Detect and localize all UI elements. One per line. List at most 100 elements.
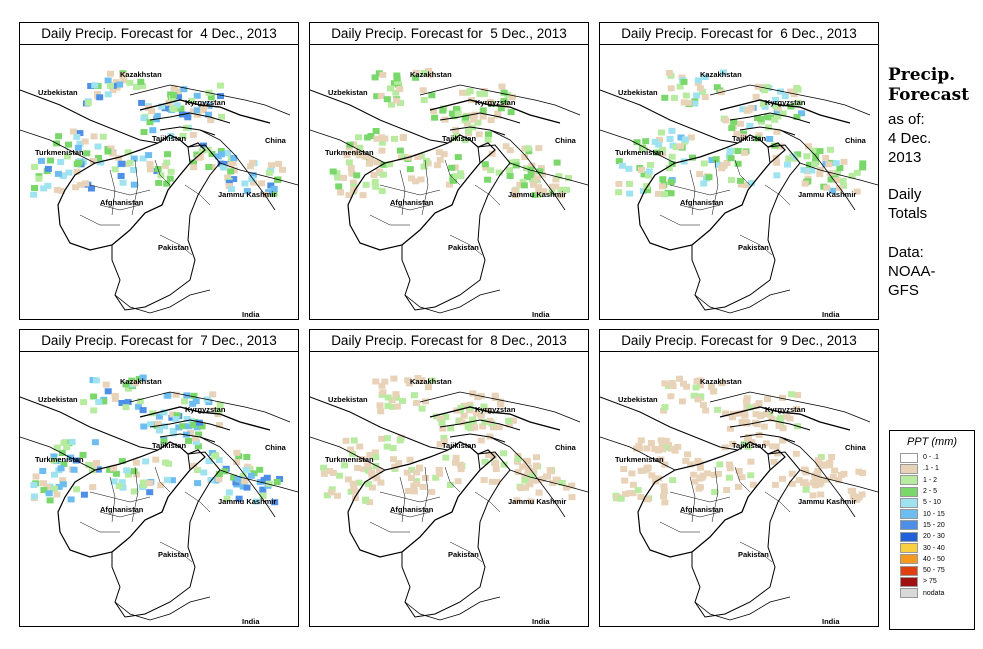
precip-cell xyxy=(755,132,763,139)
precip-cell xyxy=(469,390,477,397)
precip-cell xyxy=(110,478,118,485)
map-label-tajikistan: Tajikistan xyxy=(732,441,766,450)
precip-cell xyxy=(653,149,661,156)
precip-cell xyxy=(836,165,844,171)
precip-cell xyxy=(705,174,713,181)
precip-cell xyxy=(488,478,496,485)
precip-cell xyxy=(217,82,224,89)
precip-cell xyxy=(701,74,709,80)
precip-cell xyxy=(389,445,397,452)
precip-cell xyxy=(657,437,665,444)
precip-cell xyxy=(660,407,668,414)
precip-cell xyxy=(552,176,560,183)
precip-cell xyxy=(529,176,536,183)
precip-cell xyxy=(156,427,163,434)
precip-cell xyxy=(440,438,448,445)
precip-cell xyxy=(243,484,251,491)
map-label-tajikistan: Tajikistan xyxy=(152,441,186,450)
precip-cell xyxy=(158,103,166,110)
map-label-turkmenistan: Turkmenistan xyxy=(615,455,664,464)
precip-cell xyxy=(371,178,379,185)
precip-cell xyxy=(532,462,540,469)
precip-cell xyxy=(179,132,187,139)
precip-cell xyxy=(193,107,201,114)
precip-cell xyxy=(235,453,243,460)
precip-cell xyxy=(230,167,238,174)
precip-cell xyxy=(130,488,138,495)
precip-cell xyxy=(368,484,376,491)
precip-cell xyxy=(629,481,637,488)
precip-cell xyxy=(633,139,641,146)
map-label-jammu-kashmir: Jammu Kashmir xyxy=(508,190,566,199)
precip-cell xyxy=(485,452,493,458)
precip-cell xyxy=(183,416,191,422)
precip-cell xyxy=(30,482,38,488)
precip-cell xyxy=(185,437,193,444)
precip-cell xyxy=(140,482,148,488)
precip-cell xyxy=(164,392,172,399)
precip-cell xyxy=(104,91,112,98)
precip-cell xyxy=(172,416,180,423)
precip-cell xyxy=(93,459,100,466)
precip-cell xyxy=(119,484,127,491)
precip-cell xyxy=(239,483,247,490)
precip-cell xyxy=(400,153,408,160)
precip-cell xyxy=(381,135,389,142)
precip-cell xyxy=(217,93,224,100)
precip-cell xyxy=(743,436,751,442)
legend-item: 20 - 30 xyxy=(890,531,974,542)
precip-cell xyxy=(267,182,275,189)
precip-cell xyxy=(130,167,138,173)
precip-cell xyxy=(822,476,830,483)
precip-cell xyxy=(140,115,148,122)
precip-cell xyxy=(816,481,824,488)
precip-cell xyxy=(259,486,267,493)
precip-cell xyxy=(677,134,685,141)
precip-cell xyxy=(718,380,726,387)
precip-cell xyxy=(451,164,459,171)
precip-cell xyxy=(495,424,503,431)
precip-cell xyxy=(157,172,165,179)
precip-cell xyxy=(620,466,628,472)
precip-cell xyxy=(373,159,381,166)
precip-cell xyxy=(30,191,38,198)
precip-cell xyxy=(733,130,741,137)
precip-cell xyxy=(31,163,39,170)
precip-cell xyxy=(526,481,534,488)
precip-cell xyxy=(615,180,623,187)
precip-cell xyxy=(396,437,404,444)
precip-cell xyxy=(533,454,540,461)
precip-cell xyxy=(376,402,384,409)
precip-cell xyxy=(388,397,396,403)
precip-cell xyxy=(347,164,355,171)
precip-cell xyxy=(697,393,705,400)
precip-cell xyxy=(538,171,546,178)
precip-cell xyxy=(433,413,441,420)
precip-cell xyxy=(436,441,444,448)
precip-cell xyxy=(378,435,386,442)
precip-cell xyxy=(752,403,760,410)
precip-cell xyxy=(122,381,130,388)
precip-cell xyxy=(249,172,257,179)
precip-cell xyxy=(849,487,857,494)
precip-cell xyxy=(372,128,380,134)
precip-cell xyxy=(726,425,734,432)
precip-cell xyxy=(488,150,496,157)
precip-cell xyxy=(755,400,763,407)
precip-cell xyxy=(535,145,543,152)
precip-cell xyxy=(349,480,357,487)
legend-swatch xyxy=(900,497,918,508)
precip-cell xyxy=(412,399,420,406)
precip-cell xyxy=(756,413,764,419)
precip-cell xyxy=(148,108,156,115)
precip-cell xyxy=(96,94,104,101)
precip-cell xyxy=(779,425,787,432)
precip-cell xyxy=(848,172,856,179)
precip-cell xyxy=(345,192,353,199)
precip-cell xyxy=(442,414,450,420)
legend-item: nodata xyxy=(890,588,974,599)
precip-cell xyxy=(134,403,142,410)
precip-cell xyxy=(268,162,275,169)
precip-cell xyxy=(683,383,691,390)
precip-cell xyxy=(767,114,774,121)
